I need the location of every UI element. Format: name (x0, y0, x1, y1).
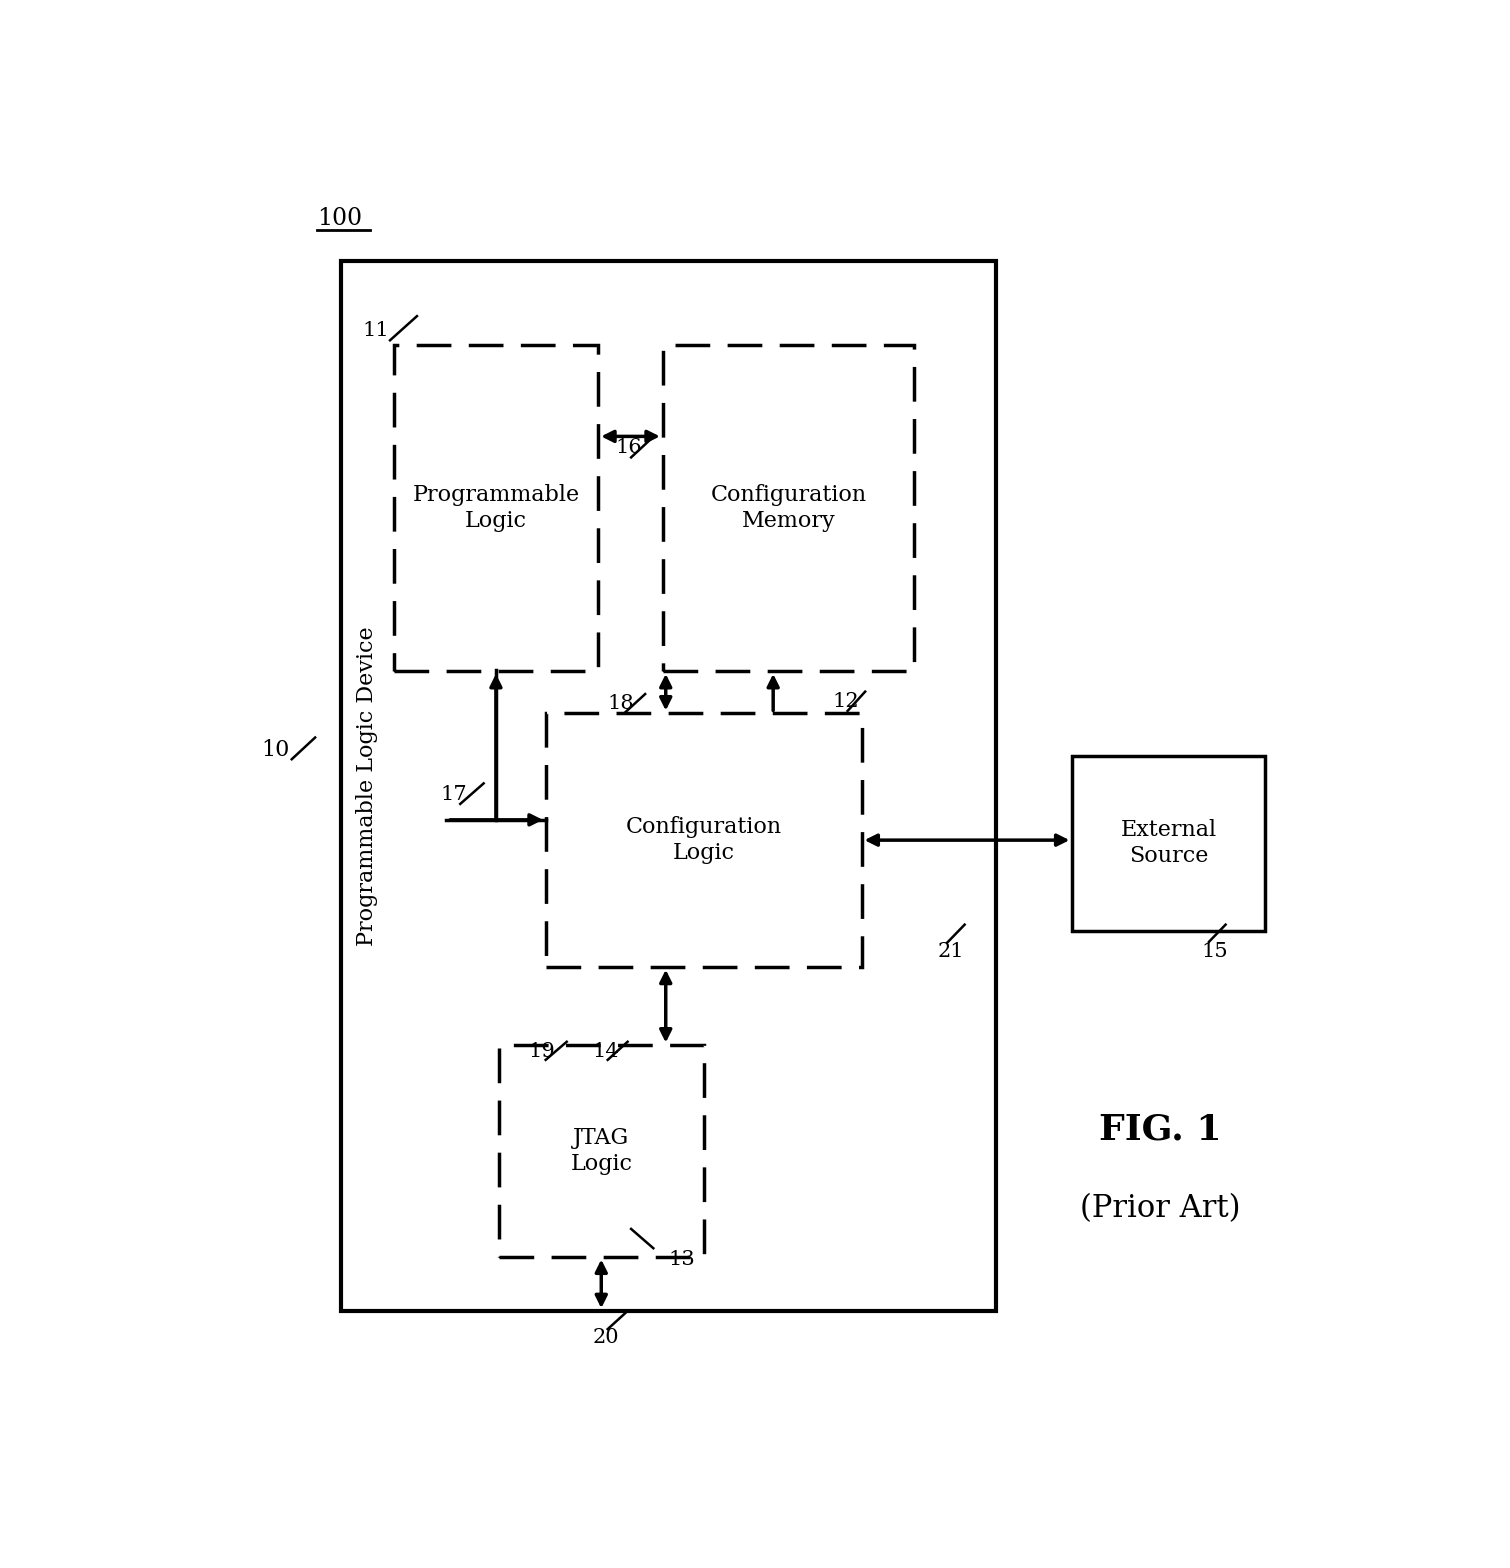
Text: 18: 18 (607, 695, 634, 713)
Text: 15: 15 (1200, 942, 1228, 961)
Text: 17: 17 (441, 784, 467, 804)
Text: Programmable Logic Device: Programmable Logic Device (356, 626, 378, 946)
Text: 21: 21 (938, 942, 965, 961)
Text: 12: 12 (832, 691, 859, 710)
Text: 14: 14 (592, 1041, 619, 1062)
Text: JTAG
Logic: JTAG Logic (571, 1127, 633, 1174)
Bar (545, 713, 862, 967)
Text: Configuration
Logic: Configuration Logic (625, 817, 782, 864)
Text: 20: 20 (592, 1328, 619, 1347)
Bar (498, 1046, 704, 1256)
Text: (Prior Art): (Prior Art) (1080, 1193, 1240, 1225)
Bar (663, 345, 915, 671)
Text: 100: 100 (317, 207, 362, 230)
Text: 19: 19 (528, 1041, 554, 1062)
Bar (341, 260, 997, 1311)
Text: 13: 13 (669, 1250, 695, 1269)
Text: Configuration
Memory: Configuration Memory (710, 485, 867, 532)
Bar (394, 345, 598, 671)
Text: 16: 16 (616, 437, 643, 458)
Text: FIG. 1: FIG. 1 (1099, 1113, 1222, 1146)
Text: Programmable
Logic: Programmable Logic (412, 485, 580, 532)
Text: 11: 11 (362, 321, 388, 340)
Text: 10: 10 (261, 739, 290, 760)
Text: External
Source: External Source (1120, 820, 1217, 867)
Bar (1072, 756, 1265, 931)
